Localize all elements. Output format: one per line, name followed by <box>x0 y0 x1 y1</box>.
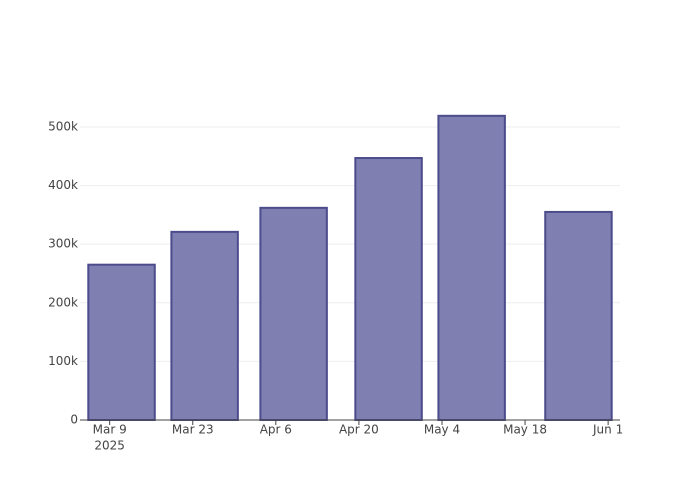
bar <box>170 230 239 421</box>
y-tick-label: 300k <box>48 237 78 251</box>
x-tick-label: May 18 <box>503 423 547 437</box>
y-tick-label: 0 <box>70 413 78 427</box>
x-tick-label: Apr 20 <box>339 423 379 437</box>
y-tick-label: 500k <box>48 119 78 133</box>
x-tick-label: Jun 1 <box>592 423 623 437</box>
bar <box>437 114 506 421</box>
bar <box>259 206 328 421</box>
bar <box>87 263 156 422</box>
y-tick-label: 400k <box>48 178 78 192</box>
bar <box>544 210 613 421</box>
bar <box>354 157 423 421</box>
x-tick-label: Mar 9 <box>93 423 127 437</box>
x-year-label: 2025 <box>94 439 125 453</box>
x-tick-label: Mar 23 <box>172 423 214 437</box>
y-tick-label: 200k <box>48 295 78 309</box>
y-tick-label: 100k <box>48 354 78 368</box>
x-tick-label: May 4 <box>424 423 460 437</box>
x-tick-label: Apr 6 <box>260 423 292 437</box>
